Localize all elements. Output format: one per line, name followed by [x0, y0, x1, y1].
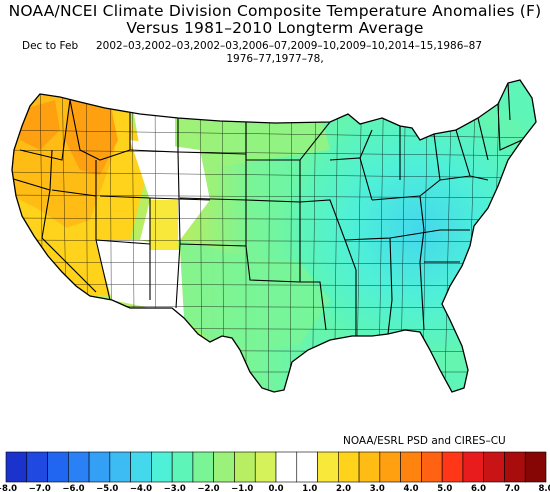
legend-bin	[5, 451, 28, 483]
legend-bin	[26, 451, 48, 483]
legend-tick-label: −5.0	[96, 484, 118, 492]
legend-bin	[88, 451, 111, 483]
southern-plains-fill	[180, 240, 330, 350]
legend-tick-label: 1.0	[302, 484, 317, 492]
legend-bin	[151, 451, 173, 483]
legend-tick-label: −2.0	[197, 484, 219, 492]
legend-tick-label: 7.0	[505, 484, 520, 492]
legend-bin	[213, 451, 235, 483]
idaho-hotspot	[65, 100, 118, 175]
washington-hotspot	[20, 100, 60, 150]
legend-bin	[47, 451, 69, 483]
legend-bin	[524, 451, 547, 483]
legend-bin	[68, 451, 90, 483]
legend-bin	[234, 451, 256, 483]
map-title: NOAA/NCEI Climate Division Composite Tem…	[8, 2, 542, 20]
legend-bin	[171, 451, 194, 483]
legend-bin	[421, 451, 443, 483]
legend-tick-label: 8.0	[538, 484, 550, 492]
legend-bin	[254, 451, 277, 483]
map-subtitle: Versus 1981–2010 Longterm Average	[126, 19, 424, 37]
us-anomaly-map	[11, 79, 537, 393]
legend-bin	[317, 451, 339, 483]
legend-tick-label: −1.0	[231, 484, 253, 492]
legend-bin	[379, 451, 401, 483]
legend-bin	[504, 451, 526, 483]
legend-bin	[400, 451, 422, 483]
anomaly-fill-layer	[12, 80, 536, 392]
legend-bin	[483, 451, 505, 483]
season-label: Dec to Feb	[22, 40, 79, 52]
legend-bin	[130, 451, 152, 483]
legend-bin	[441, 451, 464, 483]
legend-tick-label: 4.0	[403, 484, 418, 492]
legend-tick-label: −7.0	[29, 484, 51, 492]
legend-tick-label: 2.0	[336, 484, 351, 492]
legend-bin	[358, 451, 381, 483]
legend-tick-label: −3.0	[164, 484, 186, 492]
legend-bins	[5, 451, 547, 483]
legend-bin	[275, 451, 298, 483]
legend-tick-label: −8.0	[0, 484, 17, 492]
legend-bin	[109, 451, 131, 483]
legend-ticks: −8.0 −7.0 −6.0 −5.0 −4.0 −3.0 −2.0 −1.0 0.0 1.0 2.…	[0, 484, 550, 492]
legend-tick-label: 0.0	[268, 484, 283, 492]
california-fill	[12, 190, 110, 295]
colorado-warm	[150, 200, 178, 250]
legend-tick-label: 5.0	[437, 484, 452, 492]
legend-bin	[462, 451, 484, 483]
northern-plains-fill	[175, 110, 330, 170]
legend-tick-label: 3.0	[370, 484, 385, 492]
legend-tick-label: 6.0	[471, 484, 486, 492]
composite-years-line-2: 1976–77,1977–78,	[226, 53, 324, 65]
color-legend: −8.0 −7.0 −6.0 −5.0 −4.0 −3.0 −2.0 −1.0 0.0 1.0 2.…	[0, 451, 550, 492]
composite-years-line-1: 2002–03,2002–03,2002–03,2006–07,2009–10,…	[96, 40, 483, 52]
legend-bin	[296, 451, 318, 483]
legend-bin	[338, 451, 360, 483]
data-credit: NOAA/ESRL PSD and CIRES–CU	[343, 435, 506, 447]
legend-bin	[192, 451, 214, 483]
legend-tick-label: −4.0	[130, 484, 152, 492]
southwest-neutral	[95, 240, 184, 318]
legend-tick-label: −6.0	[62, 484, 84, 492]
